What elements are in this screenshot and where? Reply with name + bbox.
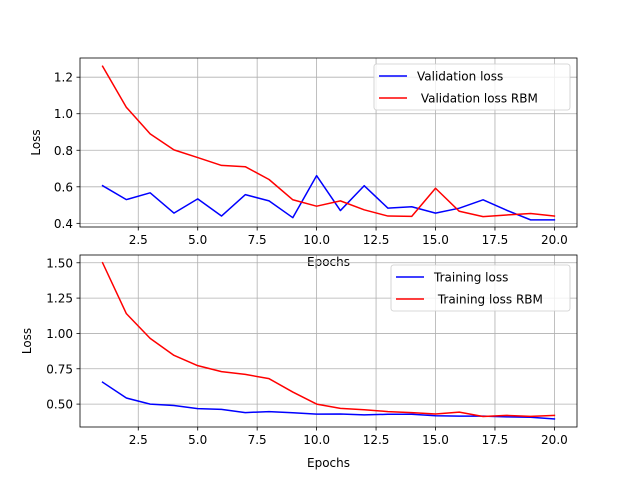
x-tick-label: 17.5: [482, 233, 509, 247]
x-tick-label: 2.5: [129, 233, 148, 247]
series-line-loss: [101, 381, 556, 420]
x-tick-label: 17.5: [482, 433, 509, 447]
x-tick-label: 20.0: [541, 433, 568, 447]
legend: Training loss Training loss RBM: [390, 264, 571, 312]
x-tick-label: 10.0: [303, 433, 330, 447]
y-axis-label: Loss: [29, 129, 43, 155]
series-line-loss-rbm: [101, 261, 556, 418]
y-tick-label: 0.8: [54, 144, 73, 158]
x-tick-label: 2.5: [129, 433, 148, 447]
y-tick-label: 0.75: [46, 362, 73, 376]
axes-frame: [79, 254, 578, 428]
plot-panel-1: 2.5 5.0 7.5 10.0 12.5 15.0 17.5 20.0 0.4 0.6 0.8 1.…: [29, 57, 578, 269]
legend-label: Validation loss: [417, 70, 503, 84]
y-tick-label: 1.00: [46, 327, 73, 341]
plot-panel-2: 2.5 5.0 7.5 10.0 12.5 15.0 17.5 20.0 0.50 0.75 1.0…: [20, 254, 578, 470]
legend-frame: [390, 264, 571, 312]
x-tick-label: 5.0: [188, 233, 207, 247]
legend-frame: [373, 63, 571, 111]
x-tick-label: 12.5: [363, 433, 390, 447]
y-axis-label: Loss: [20, 328, 34, 354]
y-tick-label: 1.0: [54, 107, 73, 121]
x-tick-label: 15.0: [422, 433, 449, 447]
y-tick-label: 1.25: [46, 292, 73, 306]
y-tick-label: 1.2: [54, 71, 73, 85]
x-tick-label: 15.0: [422, 233, 449, 247]
x-tick-label: 12.5: [363, 233, 390, 247]
y-tick-label: 0.4: [54, 217, 73, 231]
x-axis-label: Epochs: [307, 456, 350, 470]
x-tick-label: 5.0: [188, 433, 207, 447]
y-tick-label: 0.50: [46, 398, 73, 412]
legend-label: Validation loss RBM: [417, 92, 538, 106]
y-tick-label: 1.50: [46, 256, 73, 270]
legend: Validation loss Validation loss RBM: [373, 63, 571, 111]
x-tick-label: 10.0: [303, 233, 330, 247]
legend-label: Training loss: [433, 271, 508, 285]
y-tick-label: 0.6: [54, 180, 73, 194]
x-axis-label: Epochs: [307, 255, 350, 269]
x-tick-label: 7.5: [248, 433, 267, 447]
x-tick-label: 7.5: [248, 233, 267, 247]
legend-label: Training loss RBM: [434, 293, 543, 307]
series-line-loss: [101, 174, 556, 221]
axes-frame: [79, 57, 578, 228]
series-line-loss-rbm: [101, 65, 556, 218]
x-tick-label: 20.0: [541, 233, 568, 247]
